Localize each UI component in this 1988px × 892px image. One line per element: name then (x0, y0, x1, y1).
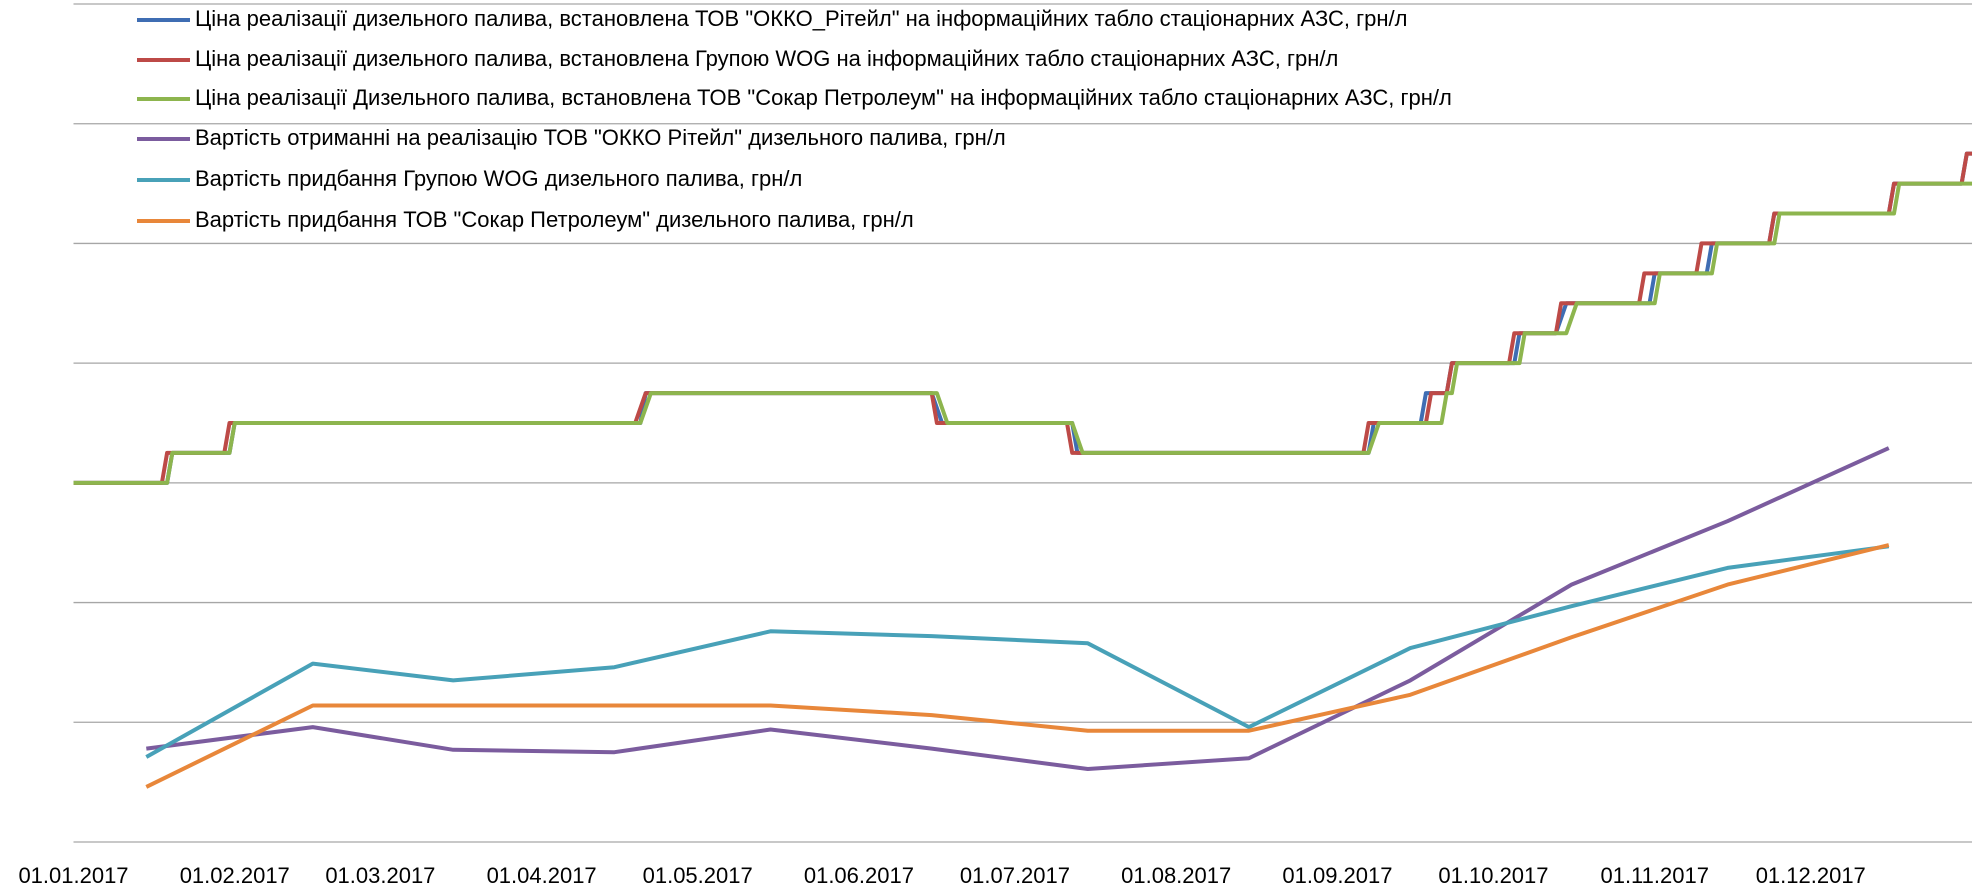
legend-label: Ціна реалізації дизельного палива, встан… (195, 6, 1407, 31)
series-line (73, 151, 1972, 485)
x-tick-label: 01.03.2017 (325, 863, 435, 888)
x-tick-label: 01.06.2017 (804, 863, 914, 888)
series-line (73, 181, 1972, 485)
legend-label: Вартість придбання ТОВ "Сокар Петролеум"… (195, 207, 914, 232)
series-line (145, 543, 1890, 789)
legend-label: Вартість отриманні на реалізацію ТОВ "ОК… (195, 125, 1006, 150)
series-line (73, 151, 1972, 485)
plot-lines (73, 151, 1972, 789)
x-tick-label: 01.10.2017 (1438, 863, 1548, 888)
x-tick-label: 01.09.2017 (1282, 863, 1392, 888)
x-tick-label: 01.12.2017 (1756, 863, 1866, 888)
legend-label: Вартість придбання Групою WOG дизельного… (195, 166, 802, 191)
x-tick-label: 01.02.2017 (180, 863, 290, 888)
x-tick-label: 01.05.2017 (643, 863, 753, 888)
x-tick-label: 01.01.2017 (18, 863, 128, 888)
series-line (146, 446, 1890, 771)
legend: Ціна реалізації дизельного палива, встан… (137, 6, 1452, 232)
x-tick-label: 01.11.2017 (1600, 863, 1708, 888)
legend-label: Ціна реалізації дизельного палива, встан… (195, 46, 1338, 71)
grid (73, 3, 1972, 843)
x-tick-label: 01.04.2017 (487, 863, 597, 888)
x-tick-label: 01.07.2017 (960, 863, 1070, 888)
x-tick-label: 01.08.2017 (1121, 863, 1231, 888)
series-line (145, 544, 1890, 759)
x-axis: 01.01.2017 01.02.2017 01.03.2017 01.04.2017… (18, 863, 1865, 888)
legend-label: Ціна реалізації Дизельного палива, встан… (195, 85, 1452, 110)
